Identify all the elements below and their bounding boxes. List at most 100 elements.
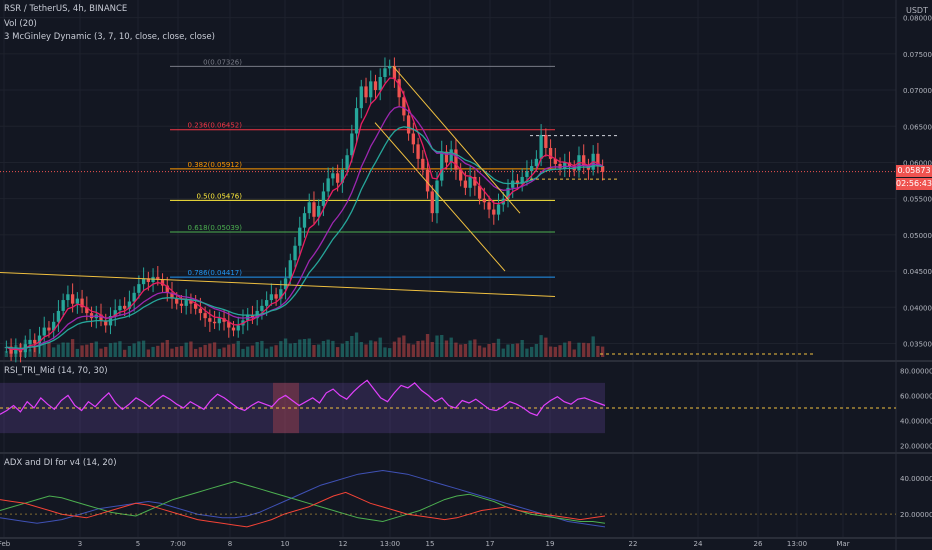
candle-body — [198, 308, 203, 314]
candle-body — [56, 310, 61, 322]
price-tick-label: 0.05500 — [903, 196, 932, 204]
volume-bar — [373, 341, 378, 357]
candle-body — [208, 318, 212, 322]
volume-bar — [435, 335, 439, 357]
candle-body — [544, 134, 548, 148]
time-tick-label: 17 — [486, 540, 495, 548]
symbol-title[interactable]: RSR / TetherUS, 4h, BINANCE — [4, 4, 128, 14]
candle-body — [331, 173, 335, 179]
volume-bar — [553, 346, 557, 357]
price-tick-label: 0.08000 — [903, 15, 932, 23]
support-trendline — [0, 272, 556, 297]
volume-bar — [241, 348, 245, 357]
volume-bar — [184, 342, 188, 357]
volume-bar — [80, 345, 84, 357]
candle-body — [539, 134, 543, 159]
time-tick-label: 22 — [629, 540, 638, 548]
volume-bar — [444, 340, 449, 357]
current-price-badge: 0.05873 — [896, 165, 932, 177]
volume-bar — [335, 347, 340, 357]
volume-bar — [141, 340, 146, 357]
candle-body — [373, 81, 378, 91]
volume-bar — [194, 348, 198, 357]
volume-bar — [591, 336, 595, 357]
candle-body — [525, 171, 529, 177]
volume-bar — [156, 345, 160, 357]
time-tick-label: 19 — [546, 540, 555, 548]
candle-body — [307, 202, 311, 214]
candle-body — [454, 149, 458, 170]
volume-bar — [28, 349, 32, 357]
volume-bar — [146, 349, 150, 357]
rsi-tick-label: 20.00000 — [900, 443, 932, 451]
volume-bar — [345, 341, 349, 357]
time-tick-label: 8 — [228, 540, 232, 548]
volume-bar — [529, 346, 534, 357]
volume-bar — [354, 332, 359, 357]
candle-body — [359, 86, 363, 109]
candle-body — [222, 318, 226, 322]
candle-body — [350, 133, 354, 156]
volume-bar — [94, 341, 98, 357]
rsi-indicator-label[interactable]: RSI_TRI_Mid (14, 70, 30) — [4, 366, 108, 376]
price-tick-label: 0.07500 — [903, 51, 932, 59]
volume-bar — [572, 349, 576, 357]
volume-bar — [459, 344, 463, 357]
candle-body — [113, 310, 117, 316]
rsi-tick-label: 80.00000 — [900, 367, 932, 375]
volume-bar — [274, 345, 278, 357]
volume-bar — [151, 346, 155, 357]
volume-bar — [482, 347, 486, 357]
volume-bar — [534, 344, 539, 357]
bar-countdown: 02:56:43 — [896, 178, 932, 190]
time-tick-label: 3 — [78, 540, 82, 548]
time-tick-label: Feb — [0, 540, 11, 548]
adx-pane — [0, 469, 896, 528]
volume-bar — [501, 348, 505, 357]
candle-body — [392, 66, 397, 80]
volume-bar — [312, 345, 316, 357]
volume-bar — [255, 342, 259, 357]
candle-body — [548, 147, 553, 159]
volume-bar — [52, 347, 56, 357]
volume-bar — [383, 347, 387, 357]
candle-body — [47, 327, 51, 331]
volume-bar — [298, 339, 302, 357]
candle-body — [99, 314, 103, 321]
adx-indicator-label[interactable]: ADX and DI for v4 (14, 20) — [4, 458, 117, 468]
volume-bar — [317, 344, 321, 357]
candle-body — [440, 151, 444, 181]
mcginley-slow-line — [6, 126, 603, 350]
rsi-line — [0, 379, 606, 417]
candle-body — [85, 307, 89, 314]
candle-body — [435, 180, 439, 214]
volume-bar — [596, 345, 600, 357]
candle-body — [563, 162, 567, 169]
price-tick-label: 0.04000 — [903, 304, 932, 312]
candle-body — [596, 153, 600, 167]
candle-body — [42, 327, 46, 336]
candle-body — [553, 158, 557, 164]
candle-body — [511, 180, 515, 188]
volume-bars — [4, 332, 605, 357]
candle-body — [468, 176, 472, 188]
candle-body — [430, 191, 434, 214]
adx-tick-label: 40.00000 — [900, 475, 932, 483]
fib-level-label: 0.618(0.05039) — [188, 224, 243, 232]
volume-bar — [99, 348, 103, 357]
candle-body — [279, 289, 283, 299]
candle-body — [388, 66, 392, 69]
candle-body — [203, 313, 207, 319]
volume-bar — [236, 340, 240, 357]
price-tick-label: 0.06000 — [903, 159, 932, 167]
volume-indicator-label[interactable]: Vol (20) — [4, 19, 37, 29]
candle-body — [529, 166, 534, 172]
rsi-pane — [0, 379, 896, 434]
candle-body — [600, 166, 605, 172]
adx-line — [0, 469, 606, 528]
mcginley-indicator-label[interactable]: 3 McGinley Dynamic (3, 7, 10, close, clo… — [4, 32, 215, 42]
candle-body — [104, 320, 108, 326]
volume-bar — [288, 343, 292, 357]
volume-bar — [75, 348, 80, 357]
